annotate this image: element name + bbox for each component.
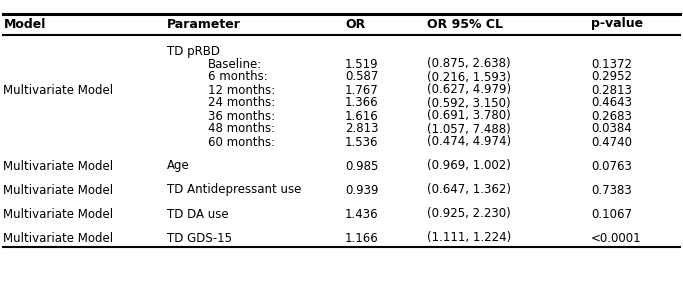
Text: TD GDS-15: TD GDS-15	[167, 231, 232, 245]
Text: p-value: p-value	[591, 18, 643, 31]
Text: 6 months:: 6 months:	[208, 71, 268, 84]
Text: (0.691, 3.780): (0.691, 3.780)	[427, 109, 511, 122]
Text: TD pRBD: TD pRBD	[167, 45, 221, 58]
Text: Baseline:: Baseline:	[208, 58, 262, 71]
Text: OR: OR	[345, 18, 365, 31]
Text: 0.4740: 0.4740	[591, 135, 632, 148]
Text: 0.939: 0.939	[345, 184, 378, 197]
Text: Multivariate Model: Multivariate Model	[3, 184, 113, 197]
Text: (0.216, 1.593): (0.216, 1.593)	[427, 71, 511, 84]
Text: 0.587: 0.587	[345, 71, 378, 84]
Text: 0.7383: 0.7383	[591, 184, 632, 197]
Text: (0.925, 2.230): (0.925, 2.230)	[427, 208, 511, 221]
Text: (1.111, 1.224): (1.111, 1.224)	[427, 231, 511, 245]
Text: 1.767: 1.767	[345, 84, 378, 96]
Text: Multivariate Model: Multivariate Model	[3, 208, 113, 221]
Text: 36 months:: 36 months:	[208, 109, 275, 122]
Text: 0.0763: 0.0763	[591, 159, 632, 172]
Text: 48 months:: 48 months:	[208, 122, 275, 135]
Text: 0.2952: 0.2952	[591, 71, 632, 84]
Text: (0.592, 3.150): (0.592, 3.150)	[427, 96, 510, 109]
Text: TD Antidepressant use: TD Antidepressant use	[167, 184, 302, 197]
Text: Multivariate Model: Multivariate Model	[3, 231, 113, 245]
Text: 60 months:: 60 months:	[208, 135, 275, 148]
Text: Parameter: Parameter	[167, 18, 241, 31]
Text: 24 months:: 24 months:	[208, 96, 275, 109]
Text: (0.969, 1.002): (0.969, 1.002)	[427, 159, 511, 172]
Text: 0.2683: 0.2683	[591, 109, 632, 122]
Text: 0.985: 0.985	[345, 159, 378, 172]
Text: (0.875, 2.638): (0.875, 2.638)	[427, 58, 510, 71]
Text: (0.474, 4.974): (0.474, 4.974)	[427, 135, 511, 148]
Text: 1.519: 1.519	[345, 58, 378, 71]
Text: 1.536: 1.536	[345, 135, 378, 148]
Text: 2.813: 2.813	[345, 122, 378, 135]
Text: (0.647, 1.362): (0.647, 1.362)	[427, 184, 511, 197]
Text: 1.366: 1.366	[345, 96, 378, 109]
Text: (0.627, 4.979): (0.627, 4.979)	[427, 84, 511, 96]
Text: Model: Model	[3, 18, 46, 31]
Text: 1.166: 1.166	[345, 231, 378, 245]
Text: Multivariate Model: Multivariate Model	[3, 84, 113, 96]
Text: 0.1067: 0.1067	[591, 208, 632, 221]
Text: Multivariate Model: Multivariate Model	[3, 159, 113, 172]
Text: 0.2813: 0.2813	[591, 84, 632, 96]
Text: (1.057, 7.488): (1.057, 7.488)	[427, 122, 511, 135]
Text: 1.436: 1.436	[345, 208, 378, 221]
Text: Age: Age	[167, 159, 190, 172]
Text: TD DA use: TD DA use	[167, 208, 229, 221]
Text: 0.1372: 0.1372	[591, 58, 632, 71]
Text: 0.0384: 0.0384	[591, 122, 632, 135]
Text: OR 95% CL: OR 95% CL	[427, 18, 503, 31]
Text: <0.0001: <0.0001	[591, 231, 641, 245]
Text: 0.4643: 0.4643	[591, 96, 632, 109]
Text: 12 months:: 12 months:	[208, 84, 275, 96]
Text: 1.616: 1.616	[345, 109, 378, 122]
